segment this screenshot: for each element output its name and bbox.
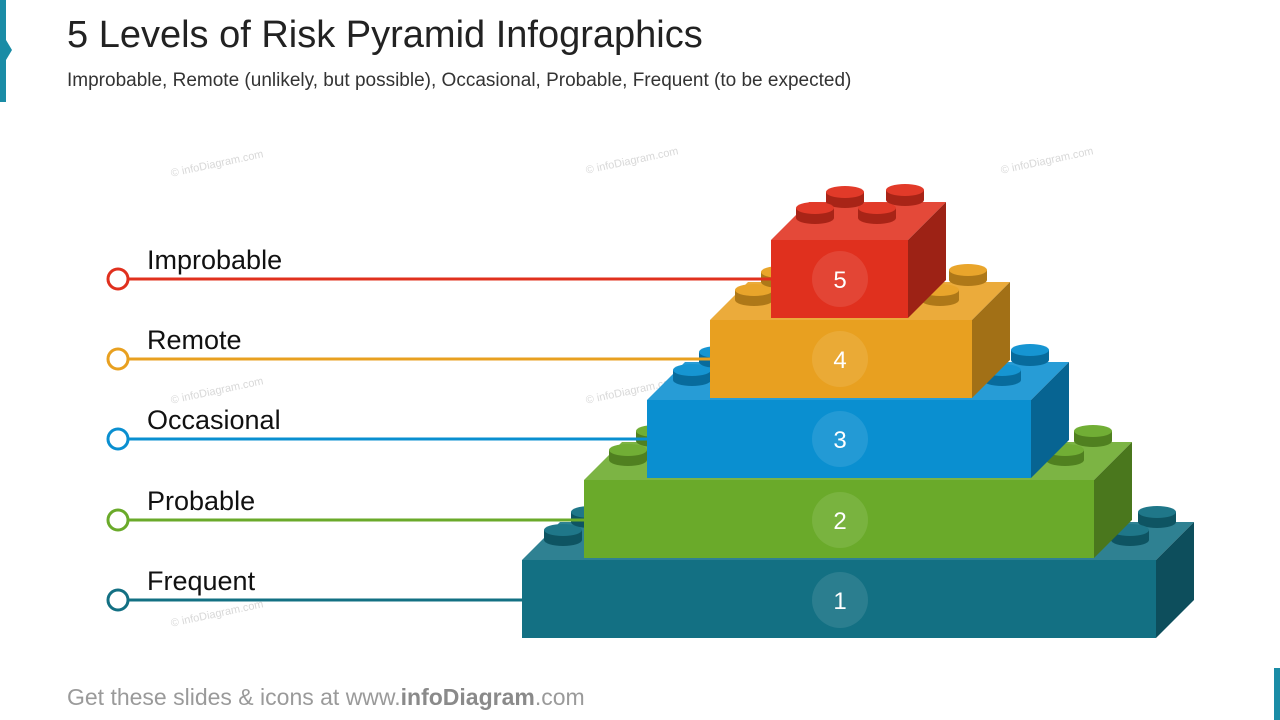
level-marker-circle	[106, 347, 130, 371]
page-subtitle: Improbable, Remote (unlikely, but possib…	[67, 70, 852, 91]
level-marker-circle	[106, 267, 130, 291]
brick-stack	[522, 184, 1194, 638]
brick-stud-top	[796, 202, 834, 214]
brick-stud-top	[735, 284, 773, 296]
level-number: 1	[833, 588, 846, 615]
level-label: Occasional	[147, 405, 281, 435]
brick-stud-base	[735, 294, 773, 306]
brick-stud-base	[1074, 435, 1112, 447]
brick-side-face	[908, 202, 946, 318]
footer-brand: infoDiagram	[400, 684, 535, 710]
brick-stud-base	[796, 212, 834, 224]
brick-stud-base	[858, 212, 896, 224]
level-marker-circle	[106, 427, 130, 451]
level-label: Remote	[147, 325, 242, 355]
level-number: 5	[833, 267, 846, 294]
level-marker-circle	[106, 588, 130, 612]
brick-stud-base	[1138, 516, 1176, 528]
brick-stud-base	[1046, 454, 1084, 466]
brick-stud-top	[1011, 344, 1049, 356]
level-number: 4	[833, 347, 846, 374]
level-number-badge	[812, 411, 868, 467]
corner-accent-bar	[1274, 668, 1280, 720]
brick-stud-base	[1111, 534, 1149, 546]
footer-prefix: Get these slides & icons at www.	[67, 684, 401, 710]
level-number-badge	[812, 492, 868, 548]
brick-stud-top	[544, 524, 582, 536]
brick-stud-base	[1011, 354, 1049, 366]
level-label: Frequent	[147, 566, 256, 596]
level-label: Probable	[147, 486, 255, 516]
level-number: 3	[833, 427, 846, 454]
level-badges: 1 2 3 4 5	[812, 251, 868, 628]
brick-stud-base	[949, 274, 987, 286]
brick-stud-base	[921, 294, 959, 306]
level-number-badge	[812, 572, 868, 628]
brick-stud-base	[886, 194, 924, 206]
brick-stud-top	[858, 202, 896, 214]
brick-side-face	[1156, 522, 1194, 638]
level-number: 2	[833, 508, 846, 535]
footer-suffix: .com	[534, 684, 585, 710]
brick-stud-base	[673, 374, 711, 386]
brick-stud-base	[609, 454, 647, 466]
brick-stud-top	[1138, 506, 1176, 518]
brick-stud-top	[826, 186, 864, 198]
brick-stud-base	[544, 534, 582, 546]
accent-bar	[0, 0, 6, 102]
page-title: 5 Levels of Risk Pyramid Infographics	[67, 14, 703, 56]
brick-stud-top	[1074, 425, 1112, 437]
level-label: Improbable	[147, 245, 282, 275]
level-number-badge	[812, 251, 868, 307]
brick-stud-top	[673, 364, 711, 376]
level-number-badge	[812, 331, 868, 387]
connector-lines: Frequent Probable Occasional Remote Improbab…	[106, 245, 840, 612]
brick-side-face	[1094, 442, 1132, 558]
brick-stud-base	[826, 196, 864, 208]
brick-stud-top	[886, 184, 924, 196]
level-marker-circle	[106, 508, 130, 532]
brick-stud-top	[609, 444, 647, 456]
brick-side-face	[1031, 362, 1069, 478]
brick-side-face	[972, 282, 1010, 398]
accent-notch	[6, 40, 12, 60]
footer-text: Get these slides & icons at www.infoDiag…	[67, 684, 585, 711]
brick-stud-top	[949, 264, 987, 276]
